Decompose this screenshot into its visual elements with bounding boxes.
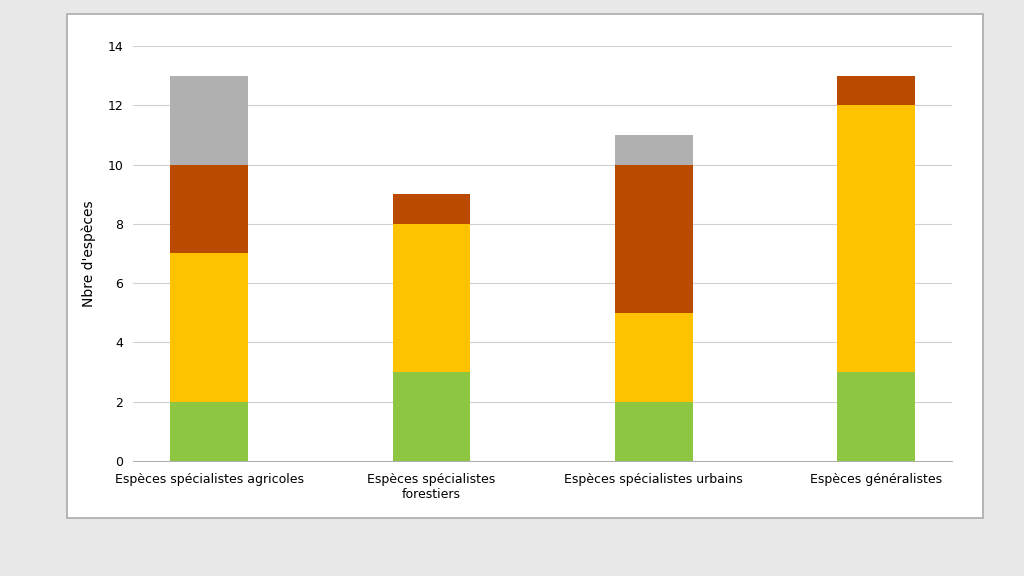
Bar: [392, 194, 470, 224]
Bar: [170, 401, 248, 461]
Bar: [392, 372, 470, 461]
Bar: [170, 165, 248, 253]
Y-axis label: Nbre d'espèces: Nbre d'espèces: [82, 200, 96, 307]
Bar: [170, 253, 248, 401]
Bar: [392, 224, 470, 372]
Bar: [615, 401, 693, 461]
Bar: [615, 135, 693, 165]
Bar: [615, 313, 693, 401]
Bar: [170, 75, 248, 165]
Bar: [838, 372, 915, 461]
Bar: [615, 165, 693, 313]
Bar: [838, 105, 915, 372]
Bar: [838, 75, 915, 105]
